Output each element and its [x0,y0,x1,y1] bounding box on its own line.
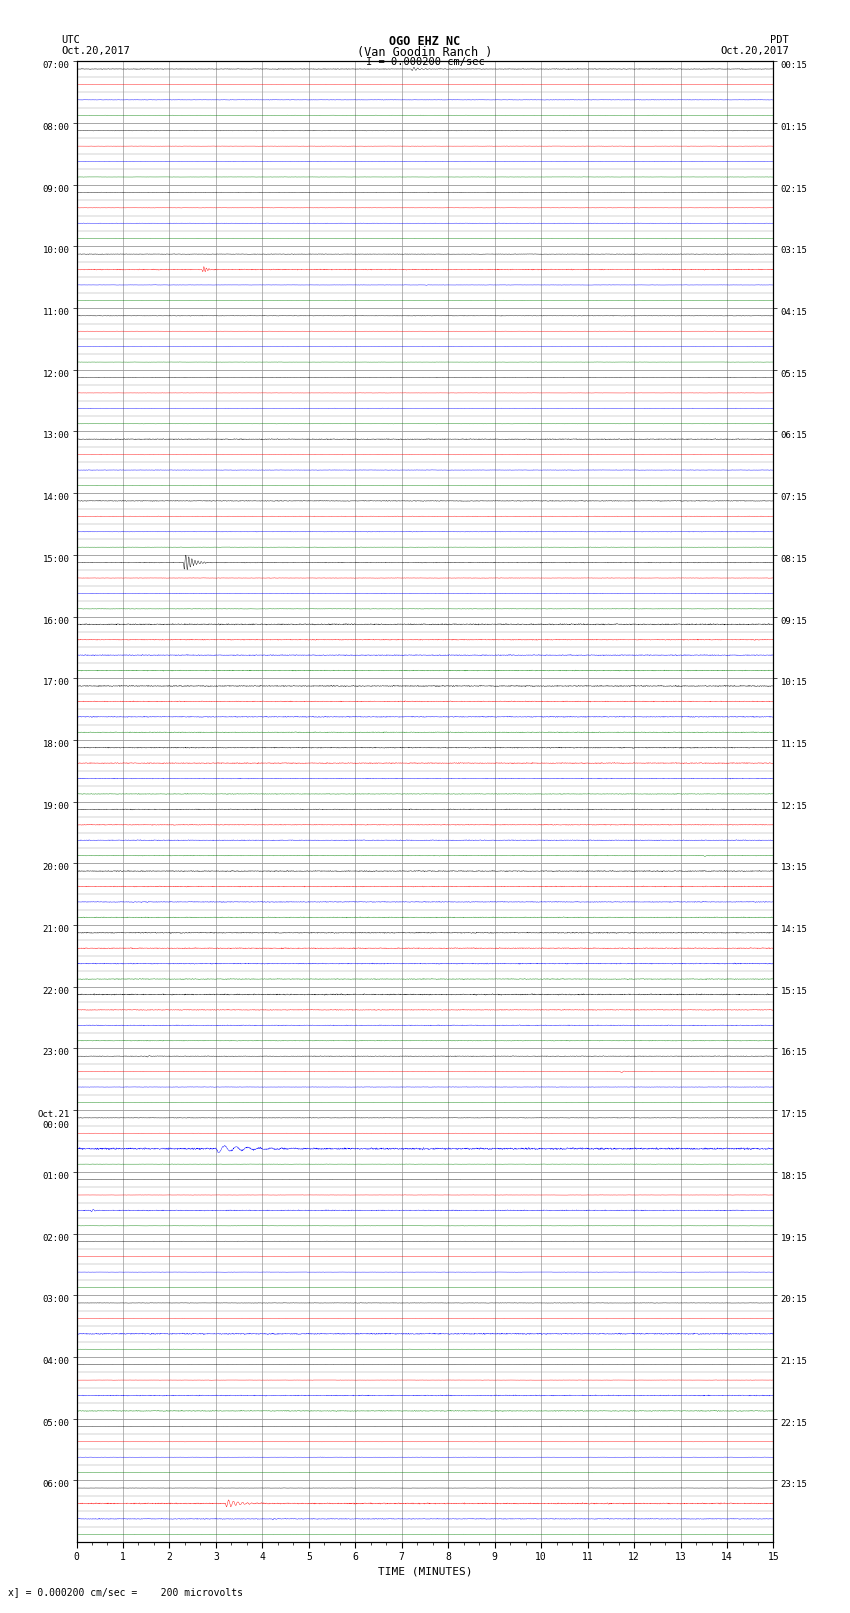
X-axis label: TIME (MINUTES): TIME (MINUTES) [377,1566,473,1576]
Text: OGO EHZ NC: OGO EHZ NC [389,35,461,48]
Text: Oct.20,2017: Oct.20,2017 [720,45,789,56]
Text: PDT: PDT [770,35,789,45]
Text: Oct.20,2017: Oct.20,2017 [61,45,130,56]
Text: x] = 0.000200 cm/sec =    200 microvolts: x] = 0.000200 cm/sec = 200 microvolts [8,1587,243,1597]
Text: UTC: UTC [61,35,80,45]
Text: I = 0.000200 cm/sec: I = 0.000200 cm/sec [366,58,484,68]
Text: (Van Goodin Ranch ): (Van Goodin Ranch ) [357,45,493,60]
